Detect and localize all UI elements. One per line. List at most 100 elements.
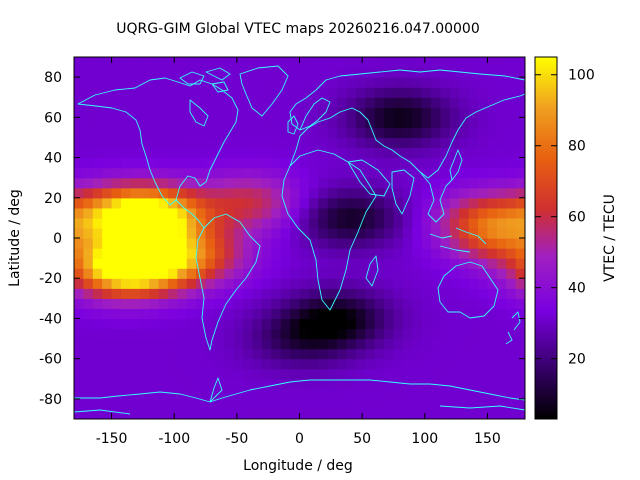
heatmap-cell [92, 348, 103, 360]
heatmap-cell [440, 358, 451, 370]
heatmap-cell [299, 107, 310, 118]
heatmap-cell [299, 167, 310, 179]
heatmap-cell [393, 288, 404, 299]
heatmap-cell [196, 97, 207, 108]
heatmap-cell [365, 328, 376, 340]
heatmap-cell [327, 238, 338, 249]
heatmap-cell [355, 157, 366, 169]
heatmap-cell [214, 398, 225, 410]
heatmap-cell [158, 77, 169, 88]
heatmap-cell [224, 207, 235, 219]
heatmap-cell [130, 107, 141, 118]
heatmap-cell [487, 318, 498, 330]
heatmap-cell [177, 328, 188, 340]
heatmap-cell [412, 258, 423, 269]
heatmap-cell [186, 298, 197, 309]
heatmap-cell [102, 67, 113, 78]
heatmap-cell [299, 137, 310, 149]
heatmap-cell [252, 137, 263, 149]
heatmap-cell [468, 378, 479, 390]
heatmap-cell [506, 87, 517, 98]
heatmap-cell [196, 318, 207, 330]
heatmap-cell [111, 258, 122, 269]
heatmap-cell [205, 298, 216, 309]
heatmap-cell [318, 197, 329, 209]
heatmap-cell [365, 77, 376, 88]
heatmap-cell [252, 187, 263, 199]
heatmap-cell [515, 328, 525, 340]
heatmap-cell [261, 308, 272, 320]
heatmap-cell [440, 167, 451, 179]
heatmap-cell [83, 318, 94, 330]
heatmap-cell [149, 187, 160, 199]
heatmap-cell [271, 308, 282, 320]
heatmap-cell [252, 398, 263, 410]
heatmap-cell [365, 298, 376, 309]
heatmap-cell [83, 368, 94, 380]
heatmap-cell [308, 177, 319, 189]
heatmap-cell [393, 117, 404, 128]
heatmap-cell [346, 408, 357, 419]
heatmap-cell [149, 348, 160, 360]
chart-title: UQRG-GIM Global VTEC maps 20260216.047.0… [116, 21, 480, 37]
y-axis-label: Latitude / deg [7, 189, 23, 287]
heatmap-cell [252, 77, 263, 88]
heatmap-cell [252, 117, 263, 128]
heatmap-cell [384, 358, 395, 370]
heatmap-cell [120, 207, 131, 219]
heatmap-cell [177, 288, 188, 299]
coastline-india [391, 169, 415, 215]
heatmap-cell [515, 207, 525, 219]
heatmap-cell [252, 318, 263, 330]
heatmap-cell [496, 67, 507, 78]
heatmap-cell [271, 408, 282, 419]
heatmap-cell [214, 187, 225, 199]
heatmap-cell [149, 177, 160, 189]
heatmap-cell [214, 258, 225, 269]
heatmap-cell [290, 117, 301, 128]
heatmap-cell [111, 127, 122, 139]
heatmap-cell [139, 137, 150, 149]
heatmap-cell [478, 258, 489, 269]
heatmap-cell [355, 298, 366, 309]
heatmap-cell [506, 177, 517, 189]
heatmap-cell [506, 217, 517, 229]
heatmap-cell [214, 338, 225, 350]
heatmap-cell [290, 298, 301, 309]
heatmap-cell [102, 358, 113, 370]
heatmap-cell [186, 57, 197, 68]
heatmap-cell [111, 308, 122, 320]
heatmap-cell [440, 127, 451, 139]
heatmap-cell [186, 408, 197, 419]
heatmap-cell [515, 388, 525, 400]
colorbar [534, 56, 558, 420]
heatmap-cell [478, 227, 489, 239]
heatmap-cell [308, 388, 319, 400]
heatmap-cell [196, 167, 207, 179]
heatmap-cell [271, 167, 282, 179]
heatmap-cell [111, 388, 122, 400]
heatmap-cell [402, 137, 413, 149]
heatmap-cell [271, 298, 282, 309]
heatmap-cell [158, 308, 169, 320]
heatmap-cell [271, 157, 282, 169]
heatmap-cell [224, 368, 235, 380]
heatmap-cell [139, 378, 150, 390]
heatmap-cell [102, 298, 113, 309]
heatmap-cell [102, 187, 113, 199]
heatmap-cell [252, 217, 263, 229]
heatmap-cell [506, 67, 517, 78]
heatmap-cell [431, 57, 442, 68]
heatmap-cell [83, 248, 94, 259]
heatmap-cell [186, 207, 197, 219]
heatmap-cell [252, 67, 263, 78]
heatmap-cell [327, 207, 338, 219]
heatmap-cell [412, 398, 423, 410]
heatmap-cell [92, 248, 103, 259]
heatmap-cell [384, 368, 395, 380]
heatmap-cell [186, 97, 197, 108]
heatmap-cell [280, 348, 291, 360]
heatmap-cell [440, 57, 451, 68]
heatmap-cell [393, 308, 404, 320]
